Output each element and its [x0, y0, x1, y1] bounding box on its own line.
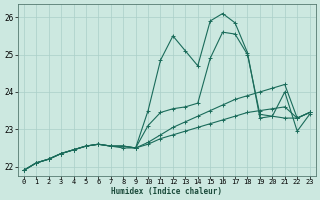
X-axis label: Humidex (Indice chaleur): Humidex (Indice chaleur)	[111, 187, 222, 196]
